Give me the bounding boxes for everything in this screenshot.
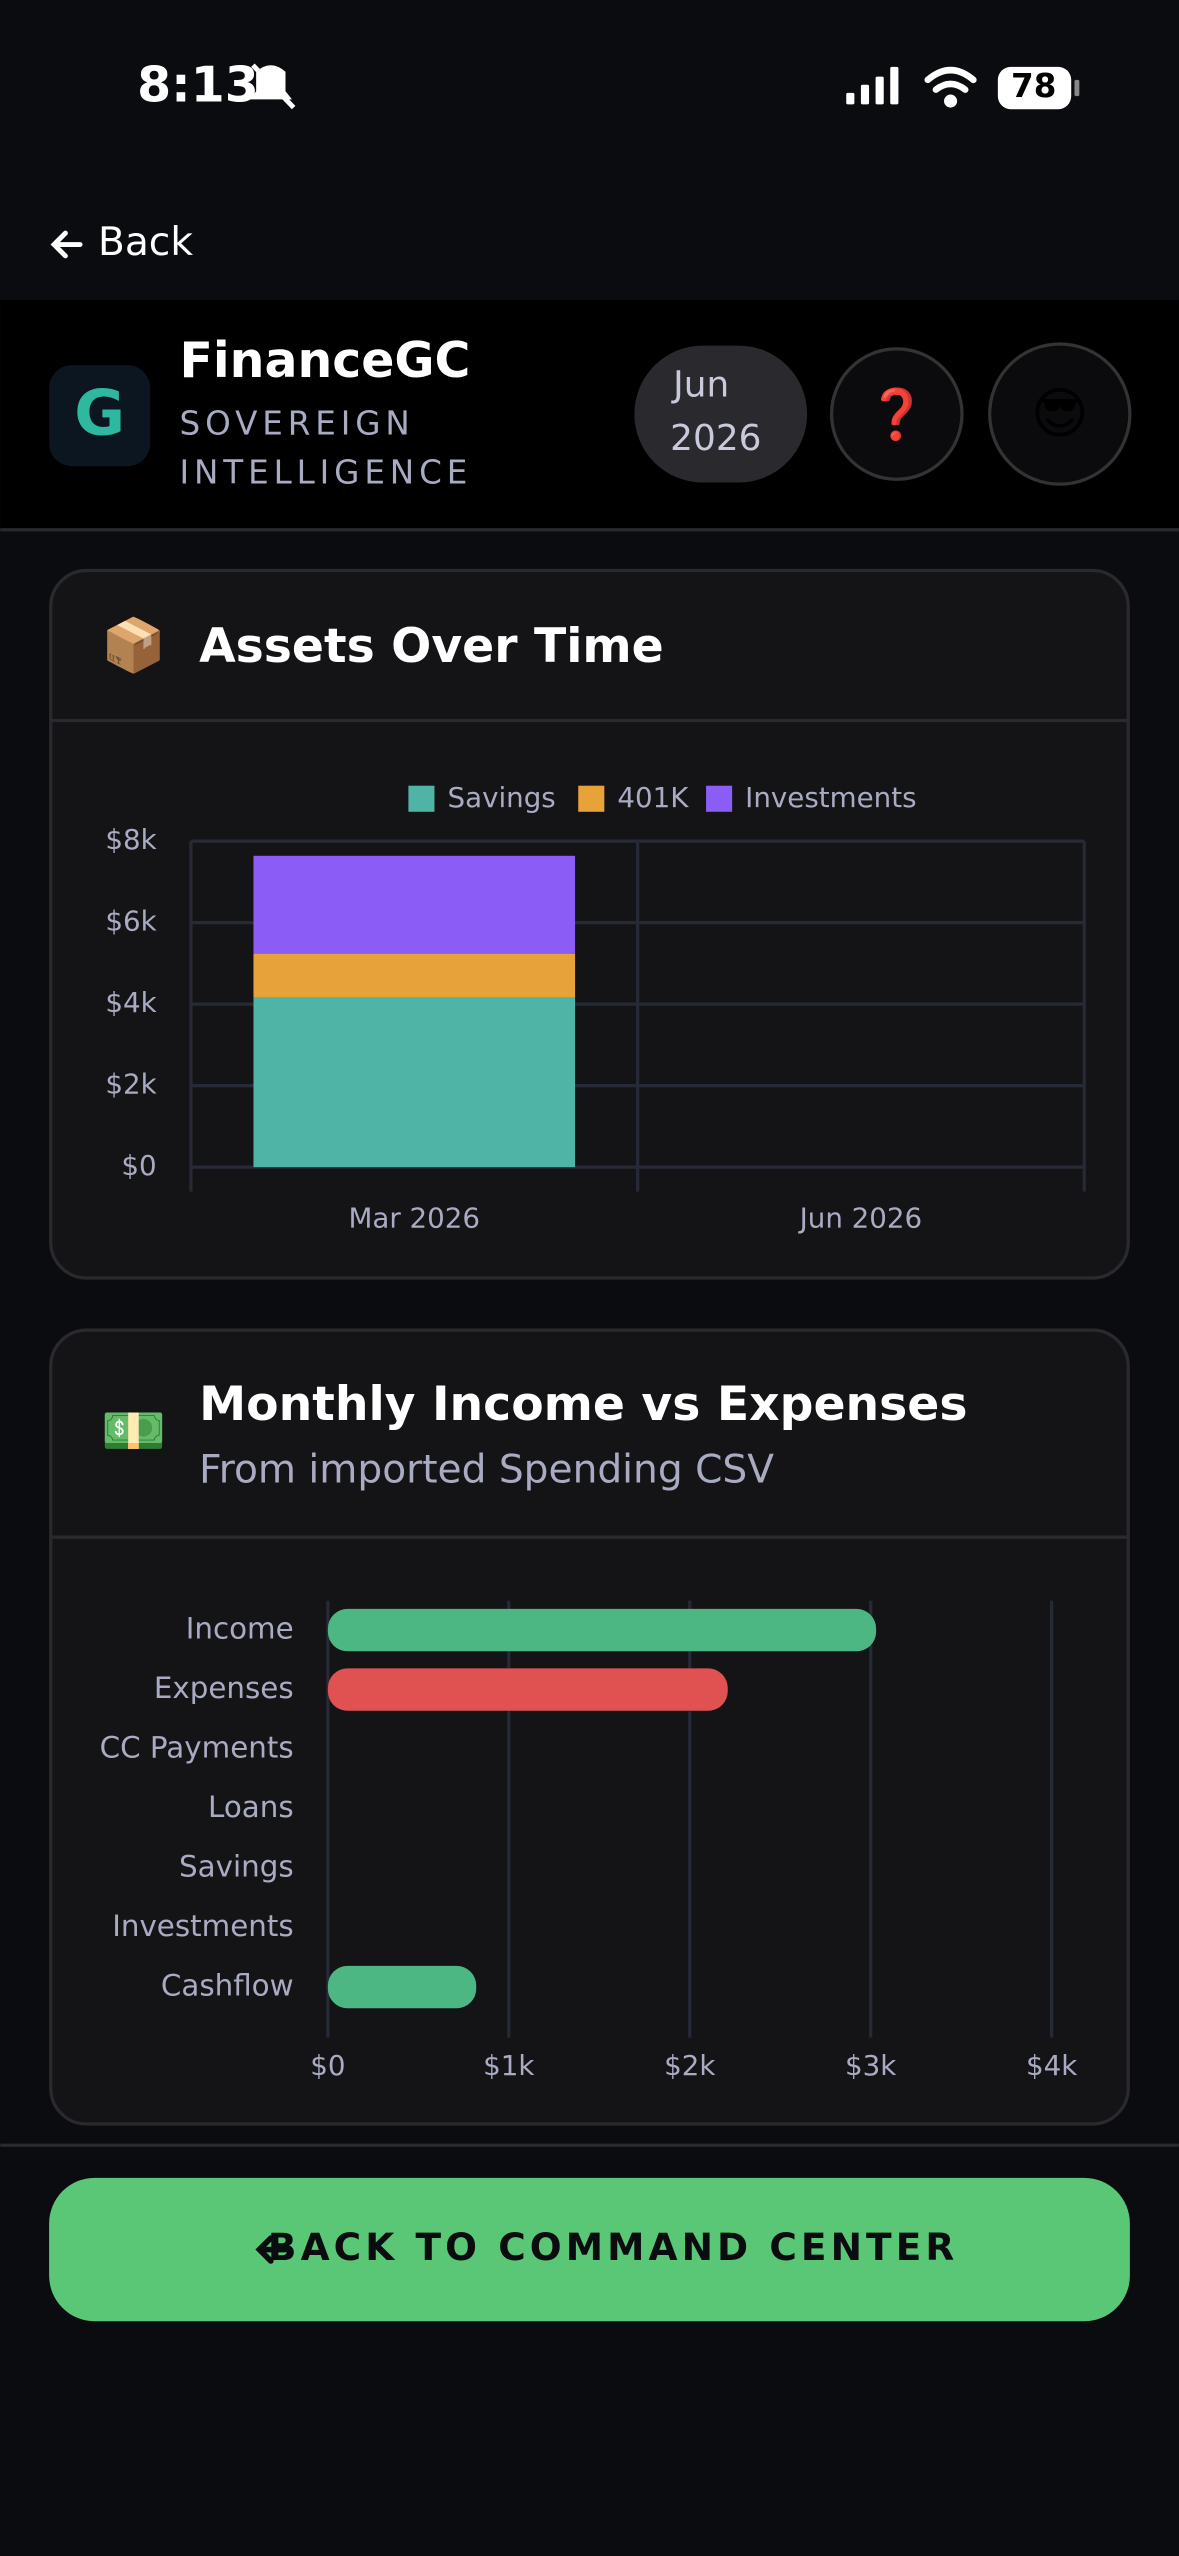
chart: $0 $1k $2k $3k $4k Income Expenses CC Payments L… <box>100 1600 1077 2082</box>
y-tick-label: Expenses <box>154 1671 294 1705</box>
bar-segment <box>253 855 576 954</box>
y-tick-label: Cashflow <box>161 1969 294 2003</box>
legend-swatch <box>408 785 435 812</box>
x-tick-label: $3k <box>845 2049 896 2082</box>
header-band <box>0 299 1179 530</box>
back-to-command-button[interactable]: BACK TO COMMAND CENTER <box>49 2177 1130 2322</box>
clock: 8:13 <box>137 57 259 114</box>
app-subtitle: INTELLIGENCE <box>180 453 473 491</box>
x-tick-label: $2k <box>664 2049 715 2082</box>
y-tick-label: $2k <box>105 1068 156 1101</box>
logo <box>49 365 151 467</box>
y-tick-label: Loans <box>208 1790 294 1824</box>
x-tick-label: $1k <box>483 2049 534 2082</box>
card-title: Monthly Income vs Expenses <box>199 1377 967 1432</box>
x-tick-label: $4k <box>1026 2049 1077 2082</box>
period-month[interactable]: Jun <box>671 364 729 405</box>
battery-tip <box>1074 79 1080 97</box>
bar-segment <box>253 997 576 1168</box>
chart: $0 $2k $4k $6k $8k Mar 2026 Jun 2026 Savings 401… <box>105 781 1086 1234</box>
card-icon: 💵 <box>101 1401 166 1461</box>
signal-icon <box>846 66 899 105</box>
battery-level: 78 <box>1011 67 1056 105</box>
app-subtitle: SOVEREIGN <box>180 404 415 442</box>
y-tick-label: $0 <box>121 1149 156 1182</box>
avatar-button[interactable]: 😎 <box>988 342 1132 486</box>
legend-label: 401K <box>617 781 689 814</box>
card-icon: 📦 <box>101 615 166 676</box>
legend-swatch <box>706 785 733 812</box>
x-tick-label: $0 <box>310 2049 345 2082</box>
mute-icon <box>249 63 296 110</box>
legend-label: Savings <box>448 781 556 814</box>
card-subtitle: From imported Spending CSV <box>199 1447 774 1492</box>
y-tick-label: $4k <box>105 986 156 1019</box>
wifi-icon <box>924 66 977 108</box>
back-label[interactable]: Back <box>98 220 193 265</box>
button-label[interactable]: BACK TO COMMAND CENTER <box>268 2225 958 2269</box>
help-icon[interactable]: ❓ <box>866 386 927 443</box>
y-tick-label: Income <box>186 1612 294 1646</box>
card-title: Assets Over Time <box>199 619 664 674</box>
help-button[interactable]: ❓ <box>829 347 964 481</box>
period-year[interactable]: 2026 <box>670 418 761 459</box>
y-tick-label: $8k <box>105 823 156 856</box>
y-tick-label: Investments <box>112 1909 293 1943</box>
logo-mark: G <box>74 377 125 449</box>
x-tick-label: Mar 2026 <box>348 1201 480 1234</box>
bar <box>327 1668 728 1711</box>
app-title: FinanceGC <box>180 332 471 389</box>
bar <box>327 1965 477 2009</box>
bar <box>327 1608 877 1652</box>
y-tick-label: $6k <box>105 905 156 938</box>
bar-segment <box>253 953 576 998</box>
card <box>49 1328 1130 2126</box>
avatar-icon[interactable]: 😎 <box>1031 382 1089 446</box>
x-tick-label: Jun 2026 <box>798 1201 923 1234</box>
y-tick-label: Savings <box>179 1850 294 1884</box>
period-pill[interactable]: Jun 2026 <box>634 345 808 483</box>
battery <box>997 66 1072 110</box>
back-link[interactable]: Back <box>50 220 193 265</box>
legend-swatch <box>578 785 605 812</box>
y-tick-label: CC Payments <box>100 1731 294 1765</box>
legend-label: Investments <box>745 781 916 814</box>
